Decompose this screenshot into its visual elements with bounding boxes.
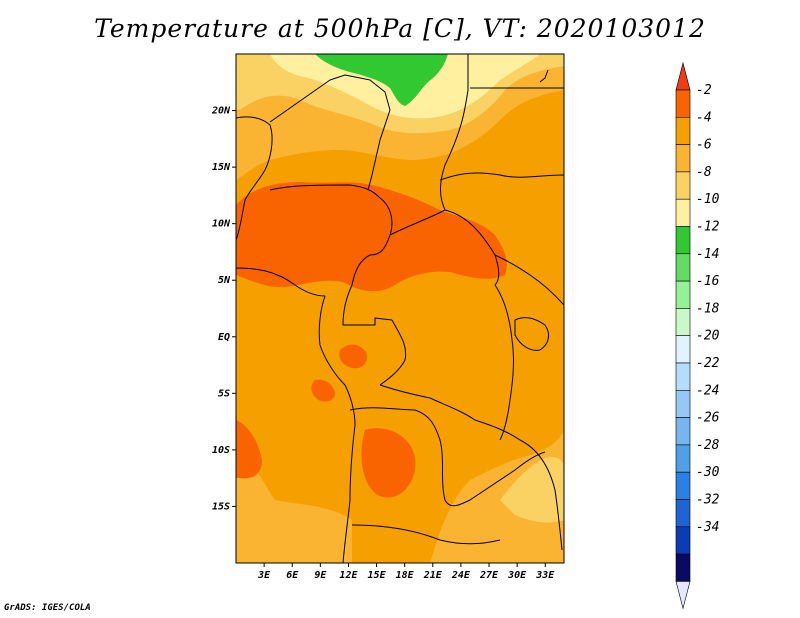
border-zambia (469, 451, 546, 501)
lat-tick-label: 5N (218, 275, 231, 286)
colorbar-max-arrow (675, 61, 691, 91)
field-patch-3 (361, 428, 416, 498)
border-drc-south (379, 384, 521, 441)
border-angola-east (349, 407, 471, 507)
lake-victoria (514, 317, 550, 351)
colorbar-swatch (675, 335, 691, 364)
colorbar-label: -8 (696, 165, 712, 180)
colorbar-swatch (675, 253, 691, 282)
field-south-east-cool (500, 457, 564, 523)
colorbar-swatch (675, 117, 691, 145)
border-gulf-guinea (236, 267, 326, 297)
lon-tick-label: 30E (507, 570, 527, 581)
lon-tick-label: 24E (451, 570, 471, 581)
credit-text: GrADS: IGES/COLA (4, 603, 91, 613)
lat-tick-label: 5S (218, 388, 230, 399)
latitude-axis: 20N 15N 10N 5N EQ 5S 10S 15S (211, 106, 236, 512)
colorbar-swatch (675, 144, 691, 173)
colorbar-swatch (675, 171, 691, 200)
colorbar-swatch (675, 89, 691, 118)
border-nigeria-north (269, 184, 381, 199)
lon-tick-label: 12E (339, 570, 358, 581)
colorbar-label: -22 (696, 356, 720, 371)
longitude-axis: 3E 6E 9E 12E 15E 18E 21E 24E 27E 30E 33E (257, 563, 555, 581)
field-south-west (236, 430, 352, 563)
border-sudan-east (439, 172, 564, 181)
colorbar-label: -20 (696, 329, 720, 344)
lon-tick-label: 27E (479, 570, 499, 581)
lat-tick-label: 10S (212, 445, 230, 456)
contour-fill (236, 54, 564, 563)
colorbar-label: -28 (696, 438, 720, 453)
colorbar-swatch (675, 226, 691, 255)
border-drc-east (494, 284, 514, 441)
lon-tick-label: 33E (535, 570, 555, 581)
border-west-coast (236, 116, 273, 241)
colorbar-swatch (675, 499, 691, 528)
lat-tick-label: 15N (212, 162, 231, 173)
colorbar-label: -24 (696, 383, 719, 398)
lat-tick-label: 20N (211, 106, 231, 117)
border-gabon (342, 284, 393, 326)
border-mozambique (519, 439, 563, 551)
colorbar: -2 -4 -6 -8 -10 -12 -14 -16 -18 -20 -22 -24 -26 -28 -3… (675, 61, 720, 610)
colorbar-label: -30 (696, 465, 720, 480)
colorbar-label: -32 (696, 493, 720, 508)
colorbar-swatch (675, 280, 691, 309)
colorbar-swatch (675, 198, 691, 227)
border-angola-coast (342, 424, 356, 563)
colorbar-swatch (675, 553, 691, 582)
border-cameroon (351, 197, 393, 286)
colorbar-swatch (675, 389, 691, 418)
border-sahel-1 (269, 74, 391, 191)
lon-tick-label: 18E (396, 570, 415, 581)
colorbar-swatch (675, 362, 691, 391)
colorbar-swatch (675, 417, 691, 446)
country-borders (236, 54, 564, 563)
colorbar-swatch (675, 308, 691, 336)
field-warm-band (236, 182, 507, 292)
colorbar-swatch (675, 471, 691, 500)
lon-tick-label: 21E (423, 570, 443, 581)
colorbar-label: -18 (696, 301, 720, 316)
colorbar-label: -14 (696, 247, 719, 262)
colorbar-label: -10 (696, 192, 720, 207)
field-patch-4 (311, 379, 335, 402)
map-frame (235, 53, 565, 564)
colorbar-min-arrow (675, 581, 691, 610)
colorbar-label: -16 (696, 274, 720, 289)
field-patch-1 (339, 344, 368, 369)
border-congo (379, 319, 407, 386)
border-south-sudan (494, 254, 564, 306)
colorbar-label: -34 (696, 520, 719, 535)
colorbar-swatch (675, 526, 691, 555)
colorbar-label: -26 (696, 411, 720, 426)
border-car (389, 209, 500, 286)
lon-tick-label: 6E (286, 570, 299, 581)
lat-tick-label: EQ (218, 332, 230, 343)
border-chad-sudan (440, 54, 469, 211)
colorbar-label: -2 (696, 83, 712, 98)
field-south-east (430, 430, 564, 563)
colorbar-label: -6 (696, 138, 712, 153)
border-coast-central (318, 295, 356, 426)
border-namibia (351, 524, 501, 545)
lon-tick-label: 3E (257, 570, 271, 581)
coast-ne (539, 69, 549, 83)
colorbar-label: -12 (696, 220, 720, 235)
chart-title: Temperature at 500hPa [C], VT: 202010301… (94, 14, 706, 43)
colorbar-swatch (675, 444, 691, 473)
lon-tick-label: 15E (368, 570, 387, 581)
colorbar-label: -4 (696, 110, 712, 125)
lat-tick-label: 10N (212, 219, 231, 230)
field-patch-2 (236, 420, 262, 479)
lon-tick-label: 9E (314, 570, 327, 581)
lat-tick-label: 15S (212, 501, 230, 512)
field-north-m14 (315, 54, 448, 106)
